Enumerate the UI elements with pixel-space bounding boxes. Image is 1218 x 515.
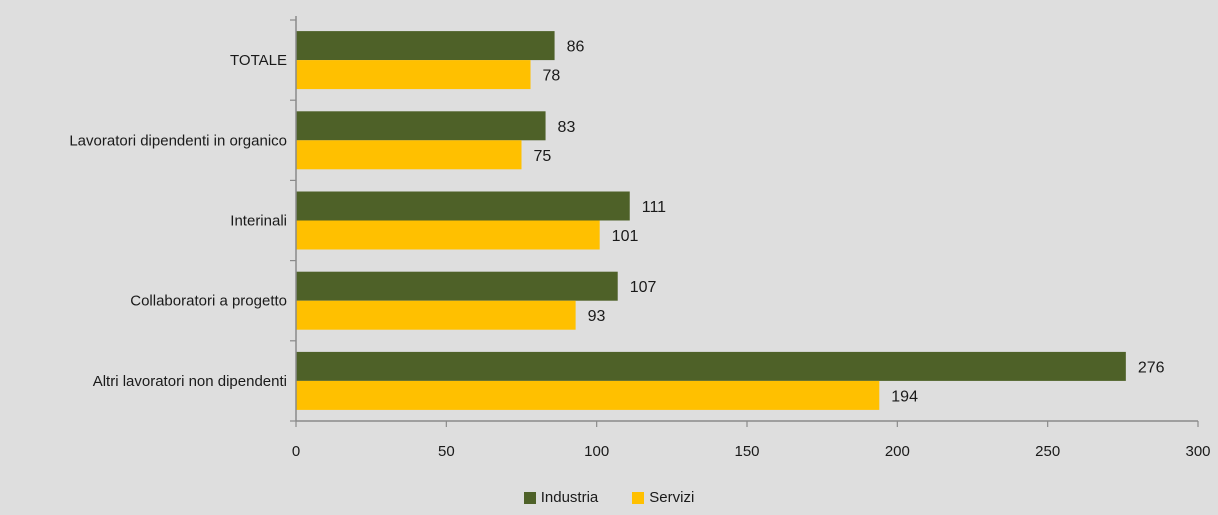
legend-label-industria: Industria [540,489,599,506]
legend: Industria Servizi [0,489,1218,506]
x-tick-label-200: 200 [885,443,910,460]
data-label-servizi-altri-lavoratori-non-dipendenti: 194 [891,388,918,405]
bar-industria-interinali [296,191,630,221]
data-label-servizi-interinali: 101 [612,228,639,245]
bar-servizi-totale [296,60,531,90]
x-tick-label-300: 300 [1185,443,1210,460]
x-tick-label-50: 50 [438,443,455,460]
data-label-industria-lavoratori-dipendenti-in-organico: 83 [558,119,576,136]
bar-industria-totale [296,31,555,61]
data-label-industria-collaboratori-a-progetto: 107 [630,279,657,296]
bar-servizi-collaboratori-a-progetto [296,300,576,330]
legend-swatch-servizi [632,491,645,504]
bar-servizi-interinali [296,220,600,250]
data-label-industria-totale: 86 [567,39,585,56]
data-label-industria-altri-lavoratori-non-dipendenti: 276 [1138,359,1165,376]
legend-swatch-industria [523,491,536,504]
x-tick-label-0: 0 [292,443,300,460]
bar-industria-lavoratori-dipendenti-in-organico [296,111,546,141]
x-tick-label-150: 150 [734,443,759,460]
category-label-collaboratori-a-progetto: Collaboratori a progetto [130,293,287,310]
x-tick-label-250: 250 [1035,443,1060,460]
legend-item-industria: Industria [523,489,599,506]
legend-label-servizi: Servizi [649,489,695,506]
category-label-totale: TOTALE [230,52,287,69]
x-tick-label-100: 100 [584,443,609,460]
bar-industria-collaboratori-a-progetto [296,271,618,301]
data-label-servizi-lavoratori-dipendenti-in-organico: 75 [534,148,552,165]
bar-industria-altri-lavoratori-non-dipendenti [296,351,1126,381]
category-label-lavoratori-dipendenti-in-organico: Lavoratori dipendenti in organico [69,132,287,149]
data-label-industria-interinali: 111 [642,199,666,216]
data-label-servizi-collaboratori-a-progetto: 93 [588,308,606,325]
data-label-servizi-totale: 78 [543,68,561,85]
bar-servizi-lavoratori-dipendenti-in-organico [296,140,522,170]
category-label-altri-lavoratori-non-dipendenti: Altri lavoratori non dipendenti [93,373,287,390]
category-label-interinali: Interinali [230,213,287,230]
legend-item-servizi: Servizi [632,489,694,506]
bar-chart: 86 78 TOTALE 83 75 Lavoratori dipendenti in o… [69,16,1211,460]
bar-servizi-altri-lavoratori-non-dipendenti [296,380,880,410]
